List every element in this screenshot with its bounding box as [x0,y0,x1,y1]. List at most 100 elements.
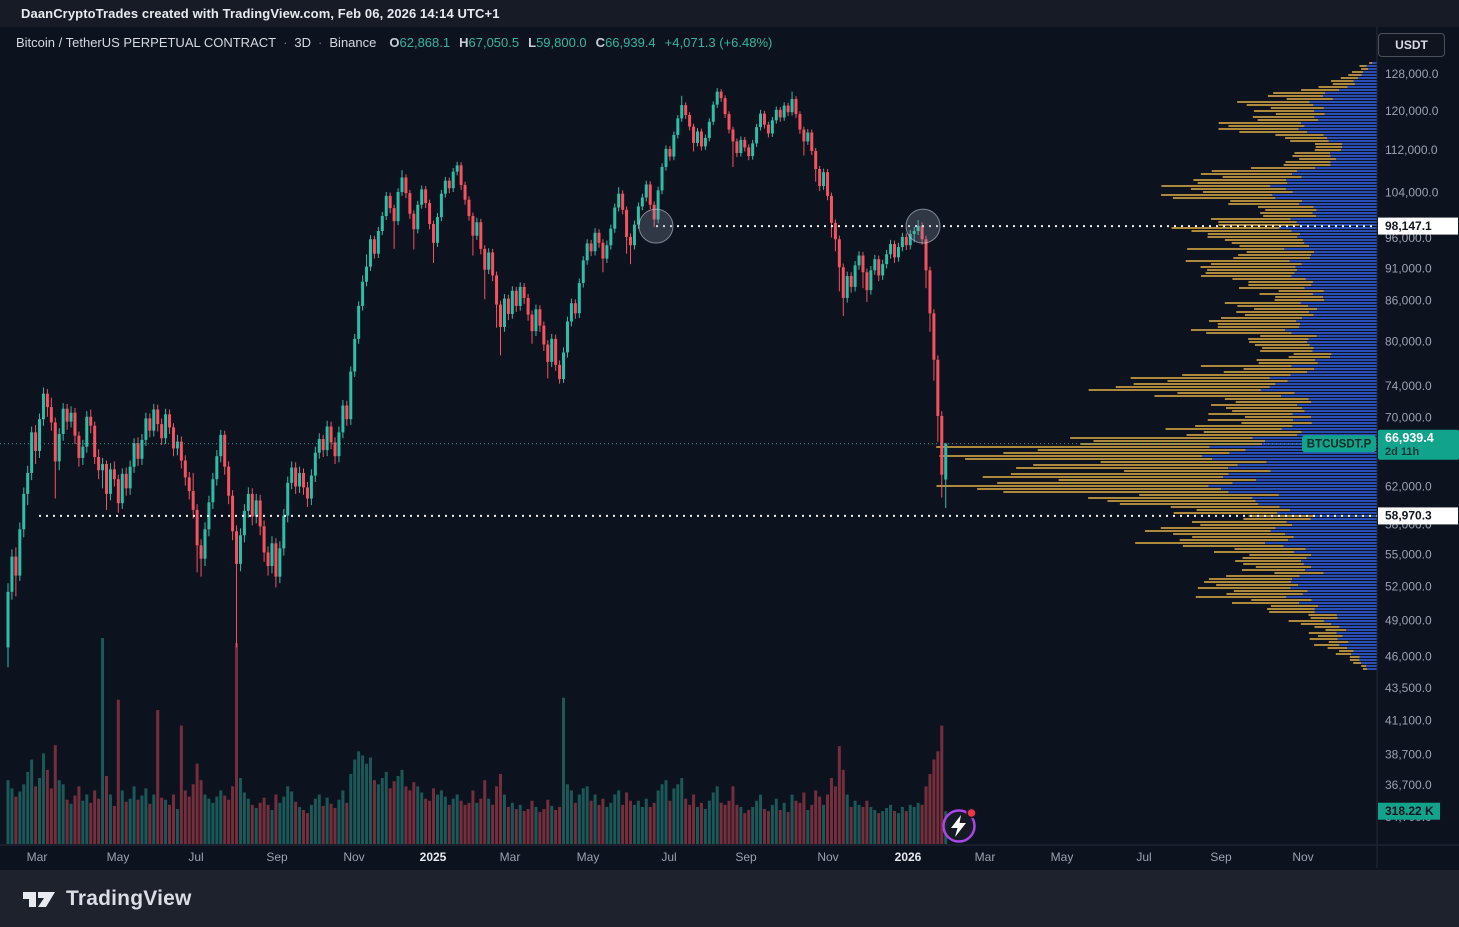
volume-bar [711,792,715,844]
profile-row-sell [1200,173,1293,175]
profile-row-sell [1201,275,1292,277]
profile-row-buy [1301,176,1377,178]
profile-row-sell [1161,185,1271,187]
volume-bar [14,796,18,844]
profile-row-sell [936,485,1209,487]
chart-background [0,27,1459,870]
volume-bar [227,799,231,844]
profile-row-buy [1292,413,1377,415]
exchange-label[interactable]: Binance [329,35,377,50]
volume-bar [412,782,416,844]
symbol-title[interactable]: Bitcoin / TetherUS PERPETUAL CONTRACT [16,35,277,50]
candle-body [554,338,558,365]
candle-body [810,132,814,151]
candle-body [144,418,148,440]
volume-bar [562,697,566,844]
tradingview-logo-icon[interactable] [22,885,56,913]
profile-row-buy [1285,533,1377,535]
tradingview-wordmark[interactable]: TradingView [66,886,192,910]
line-anchor-handle[interactable] [905,208,941,244]
profile-row-sell [1207,233,1301,235]
candle-body [57,434,61,462]
profile-row-sell [1217,326,1300,328]
profile-row-sell [1361,665,1367,667]
notification-dot [966,807,977,819]
candle-body [936,359,940,416]
volume-bar [105,776,108,844]
price-chart[interactable]: 128,000.0120,000.0112,000.0104,000.096,0… [0,27,1459,870]
candle-body [136,443,140,459]
price-tick-label: 128,000.0 [1385,67,1439,81]
profile-row-sell [1241,422,1312,424]
volume-bar [365,763,369,844]
time-tick-month: May [107,850,130,864]
volume-bar [97,798,101,844]
profile-row-buy [1297,236,1377,238]
profile-row-buy [1336,614,1377,616]
profile-row-buy [1299,326,1377,328]
profile-row-sell [1160,527,1276,529]
lightning-button[interactable] [942,807,977,843]
candle-body [743,139,747,148]
candle-body [116,479,120,504]
profile-row-buy [1284,248,1377,250]
candle-body [502,298,506,327]
candle-body [101,464,105,471]
profile-row-sell [1286,98,1333,100]
volume-bar [6,780,10,844]
profile-row-buy [1296,221,1377,223]
interval-label[interactable]: 3D [294,35,312,50]
time-axis[interactable]: Mar May Jul Sep Nov 2025 Mar May Jul Sep Nov 2026 Ma… [27,850,1314,864]
price-tick-label: 104,000.0 [1385,185,1439,199]
volume-bar [585,786,589,844]
candle-body [869,270,873,291]
currency-toggle-button[interactable]: USDT [1378,33,1445,57]
profile-row-buy [1311,554,1377,556]
candle-body [112,469,116,480]
profile-row-sell [1275,134,1324,136]
profile-row-sell [1234,548,1306,550]
attribution-text: DaanCryptoTrades created with TradingVie… [21,6,500,21]
time-tick-month: Jul [661,850,676,864]
volume-bar [262,797,266,844]
volume-bar [589,800,593,844]
open-value: O62,868.1 [389,35,451,50]
profile-row-sell [1288,356,1331,358]
candle-body [562,352,566,380]
time-tick-month: Nov [817,850,838,864]
candle-body [392,208,396,222]
profile-row-buy [1304,410,1377,412]
volume-bar [120,790,124,844]
volume-bar [321,805,325,844]
time-tick-month: Jul [1136,850,1151,864]
candle-body [365,266,369,282]
volume-bar [573,802,577,844]
volume-bar [41,753,45,844]
candle-body [420,189,424,205]
profile-row-buy [1292,578,1377,580]
line-anchor-handle[interactable] [638,208,674,244]
candle-body [770,120,774,134]
profile-row-buy [1357,77,1377,79]
profile-row-buy [1336,632,1377,634]
candle-body [581,260,585,284]
volume-bar [479,798,483,844]
profile-row-sell [1191,521,1287,523]
profile-row-buy [1307,371,1377,373]
profile-row-buy [1342,146,1377,148]
profile-row-sell [1186,434,1298,436]
candle-body [629,236,633,246]
profile-row-sell [1294,152,1331,154]
candle-body [349,371,353,420]
profile-row-sell [1088,497,1253,499]
profile-row-sell [1200,524,1293,526]
profile-row-sell [1314,626,1340,628]
profile-row-sell [1165,428,1282,430]
volume-bar [632,804,636,844]
time-tick-year: 2026 [895,850,922,864]
volume-bar [337,799,341,844]
volume-bar [258,802,262,844]
profile-row-sell [1195,425,1293,427]
profile-row-sell [1217,323,1301,325]
profile-row-sell [1332,83,1355,85]
